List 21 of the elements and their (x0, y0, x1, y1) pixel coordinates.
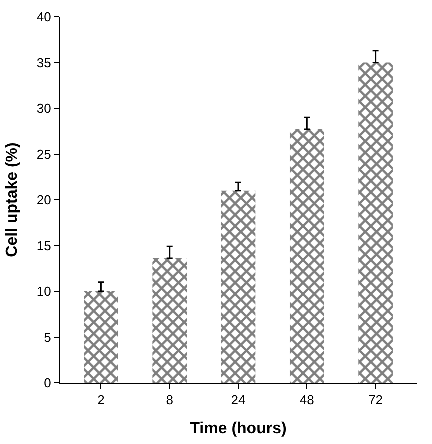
bar (152, 258, 188, 383)
x-tick-label: 48 (300, 392, 314, 408)
y-tick-label: 10 (36, 284, 52, 300)
y-tick-label: 5 (44, 330, 52, 345)
y-tick-label: 0 (44, 376, 52, 391)
x-tick-label: 72 (368, 392, 384, 408)
y-tick-label: 40 (36, 10, 52, 25)
y-tick-label: 35 (36, 55, 52, 70)
bar (290, 130, 324, 383)
y-tick-label: 30 (36, 101, 52, 116)
bar (221, 190, 256, 383)
y-axis-title: Cell uptake (%) (4, 142, 21, 258)
x-tick-label: 2 (98, 392, 105, 408)
x-axis-title: Time (hours) (190, 420, 287, 438)
y-tick-label: 15 (36, 238, 52, 254)
bar (358, 62, 393, 383)
y-tick-label: 25 (36, 146, 52, 162)
x-tick-label: 24 (231, 392, 246, 408)
bar (84, 292, 118, 383)
x-tick-label: 8 (166, 392, 174, 408)
y-tick-label: 20 (36, 192, 52, 208)
